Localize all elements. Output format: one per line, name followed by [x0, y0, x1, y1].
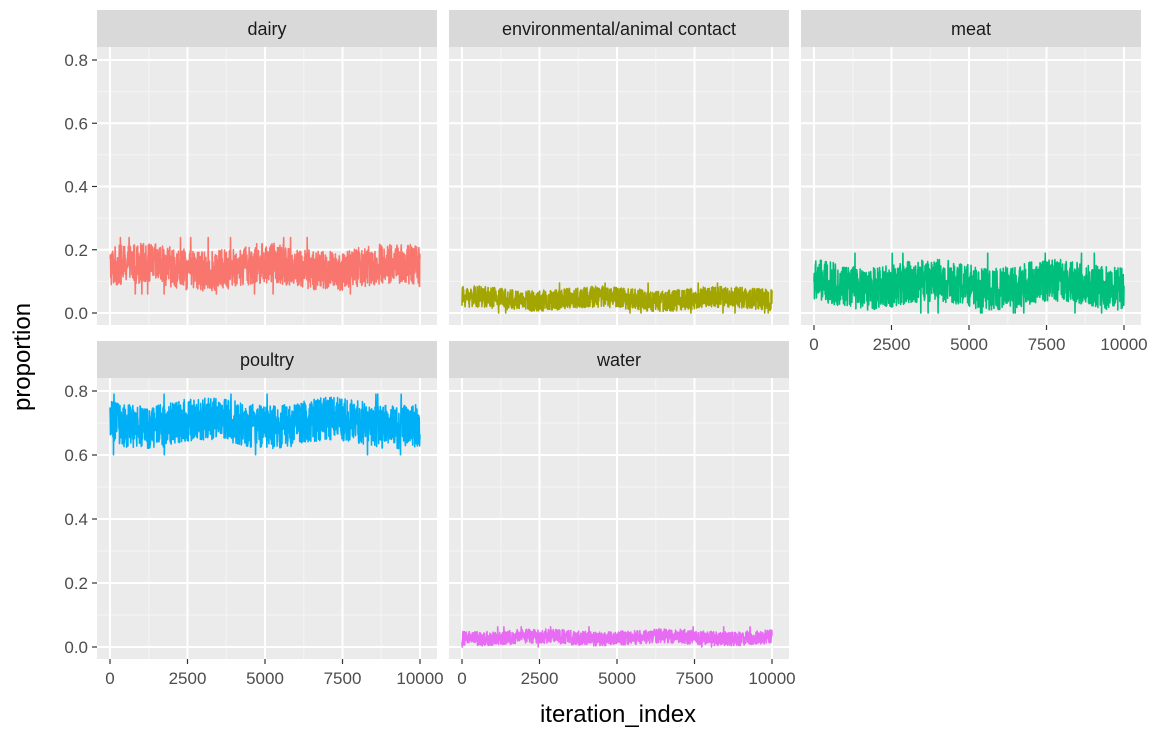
- trace-line-water: [461, 625, 773, 648]
- facet-strip-water: [449, 341, 789, 378]
- y-tick-label: 0.8: [64, 51, 88, 70]
- trace-line-poultry: [109, 393, 421, 456]
- facet-panels: dairy 0.0 0.2 0.4 0.6 0.8 environmental/animal…: [64, 10, 1148, 688]
- x-axis-title: iteration_index: [540, 701, 696, 728]
- facet-strip-meat: [801, 10, 1141, 47]
- x-tick-label: 5000: [598, 669, 636, 688]
- x-tick-label: 0: [105, 669, 114, 688]
- y-tick-label: 0.0: [64, 304, 88, 323]
- trace-line-dairy: [109, 236, 421, 295]
- x-tick-label: 10000: [1100, 335, 1147, 354]
- facet-strip-label-poultry: poultry: [240, 350, 294, 370]
- x-tick-label: 0: [457, 669, 466, 688]
- y-tick-label: 0.4: [64, 510, 88, 529]
- x-tick-label: 2500: [521, 669, 559, 688]
- trace-line-meat: [813, 252, 1125, 314]
- facet-strip-environmental-animal-contact: [449, 10, 789, 47]
- x-tick-label: 0: [809, 335, 818, 354]
- facet-water: water 0 2500 5000 7500 10000: [449, 341, 796, 688]
- y-tick-label: 0.6: [64, 114, 88, 133]
- x-tick-label: 7500: [676, 669, 714, 688]
- y-tick-label: 0.6: [64, 446, 88, 465]
- x-tick-label: 2500: [873, 335, 911, 354]
- x-tick-label: 5000: [246, 669, 284, 688]
- x-tick-label: 5000: [950, 335, 988, 354]
- facet-meat: meat 0 2500 5000 7500 10000: [801, 10, 1148, 354]
- x-tick-label: 10000: [396, 669, 443, 688]
- y-axis-title: proportion: [9, 303, 36, 411]
- facet-dairy: dairy 0.0 0.2 0.4 0.6 0.8: [64, 10, 437, 325]
- facet-strip-poultry: [97, 341, 437, 378]
- trace-line-environmental-animal-contact: [461, 282, 773, 314]
- y-tick-label: 0.2: [64, 574, 88, 593]
- facet-strip-label-meat: meat: [951, 19, 991, 39]
- y-tick-label: 0.0: [64, 638, 88, 657]
- x-tick-label: 2500: [169, 669, 207, 688]
- x-tick-label: 10000: [748, 669, 795, 688]
- facet-strip-label-water: water: [596, 350, 641, 370]
- facet-strip-dairy: [97, 10, 437, 47]
- y-tick-label: 0.4: [64, 178, 88, 197]
- facet-environmental-animal-contact: environmental/animal contact: [449, 10, 789, 325]
- facet-strip-label-environmental-animal-contact: environmental/animal contact: [502, 19, 736, 39]
- facet-poultry: poultry 0.0 0.2 0.4 0.6 0.8 0 2500 5000 7500 10000: [64, 341, 444, 688]
- x-tick-label: 7500: [324, 669, 362, 688]
- facet-strip-label-dairy: dairy: [247, 19, 286, 39]
- x-tick-label: 7500: [1028, 335, 1066, 354]
- y-tick-label: 0.8: [64, 382, 88, 401]
- y-tick-label: 0.2: [64, 241, 88, 260]
